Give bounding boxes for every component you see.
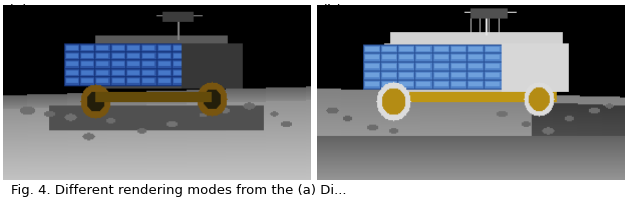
Text: (b): (b) — [322, 3, 343, 18]
Text: Fig. 4. Different rendering modes from the (a) Di...: Fig. 4. Different rendering modes from t… — [11, 184, 347, 197]
Text: (a): (a) — [8, 3, 29, 18]
